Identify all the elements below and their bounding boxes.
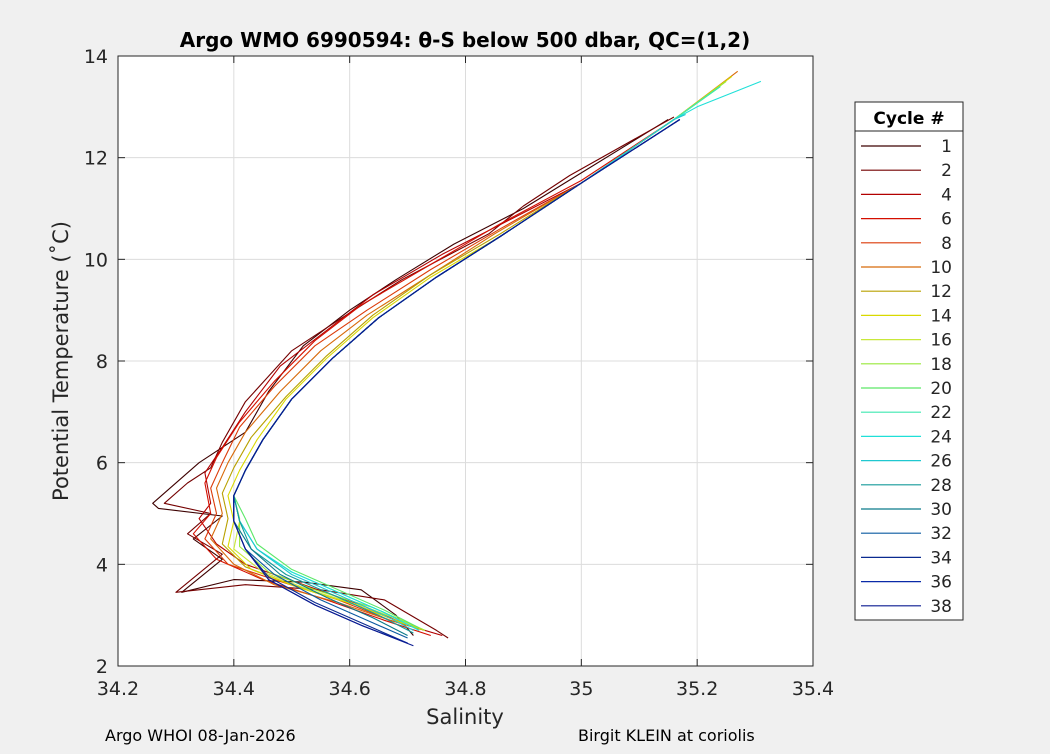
legend-label: 14 [930, 306, 952, 326]
series-line-cycle-6 [192, 119, 675, 637]
y-tick-label: 4 [96, 554, 108, 576]
y-tick-label: 12 [84, 148, 108, 170]
legend-label: 10 [930, 258, 952, 278]
legend-label: 8 [941, 234, 952, 254]
legend-label: 2 [941, 161, 952, 181]
y-tick-label: 10 [84, 249, 108, 271]
x-tick-label: 35 [569, 678, 593, 700]
y-tick-label: 8 [96, 351, 108, 373]
ticks [117, 55, 814, 667]
legend-label: 38 [930, 597, 952, 617]
x-tick-label: 34.8 [444, 678, 486, 700]
legend-label: 34 [930, 548, 952, 568]
series-line-cycle-38 [233, 119, 681, 647]
legend-label: 32 [930, 524, 952, 544]
y-tick-label: 6 [96, 453, 108, 475]
legend-label: 22 [930, 403, 952, 423]
x-tick-labels: 34.2 34.4 34.6 34.8 35 35.2 35.4 [97, 678, 834, 700]
legend-label: 4 [941, 185, 952, 205]
legend-label: 30 [930, 500, 952, 520]
legend-label: 28 [930, 476, 952, 496]
x-tick-label: 34.2 [97, 678, 139, 700]
legend-label: 20 [930, 379, 952, 399]
legend-title: Cycle # [873, 109, 944, 129]
y-tick-label: 14 [84, 46, 108, 68]
x-tick-label: 35.4 [792, 678, 834, 700]
x-axis-label: Salinity [426, 705, 504, 729]
legend-label: 6 [941, 210, 952, 230]
y-axis-label: Potential Temperature (˚C) [49, 221, 73, 501]
series-line-cycle-4 [198, 119, 675, 637]
x-tick-label: 35.2 [676, 678, 718, 700]
footer-left: Argo WHOI 08-Jan-2026 [105, 726, 296, 745]
legend-label: 18 [930, 355, 952, 375]
y-tick-labels: 2 4 6 8 10 12 14 [84, 46, 108, 678]
legend-label: 12 [930, 282, 952, 302]
series-line-cycle-10 [210, 70, 739, 631]
legend-label: 24 [930, 427, 952, 447]
series-line-cycle-12 [221, 75, 733, 631]
footer-right: Birgit KLEIN at coriolis [578, 726, 755, 745]
x-tick-label: 34.4 [213, 678, 255, 700]
series-group [152, 70, 762, 647]
chart-title: Argo WMO 6990594: θ-S below 500 dbar, QC… [180, 28, 750, 52]
legend: Cycle # 12468101214161820222426283032343… [854, 101, 964, 621]
legend-label: 36 [930, 573, 952, 593]
x-tick-label: 34.6 [329, 678, 371, 700]
legend-label: 16 [930, 331, 952, 351]
legend-label: 26 [930, 452, 952, 472]
y-tick-label: 2 [96, 656, 108, 678]
series-line-cycle-2 [163, 116, 675, 639]
legend-label: 1 [941, 137, 952, 157]
